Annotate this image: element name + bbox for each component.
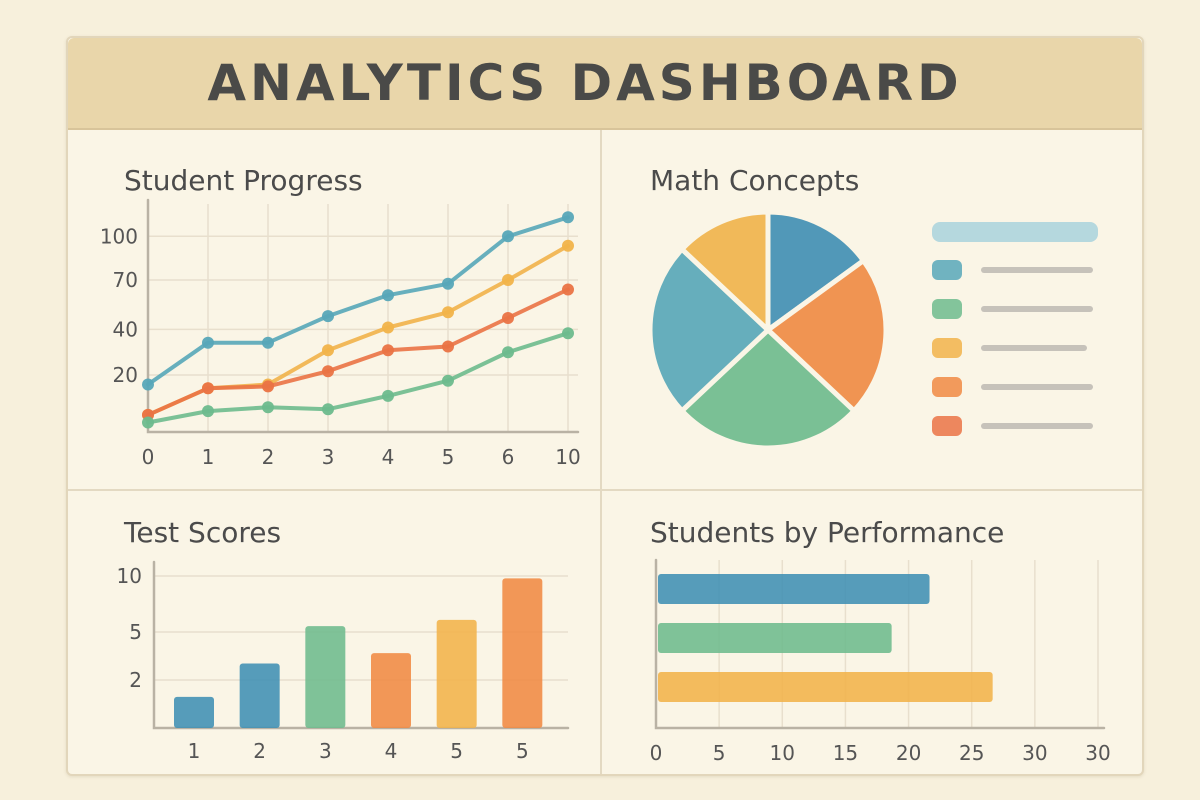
test-score-bar-3 <box>305 626 346 728</box>
progress-series-line-1 <box>146 215 570 387</box>
progress-series-1-point <box>262 336 274 349</box>
progress-series-1-point <box>442 277 454 290</box>
test-score-bar-2 <box>239 663 280 728</box>
test-scores-title: Test Scores <box>123 516 281 549</box>
dashboard-board: ANALYTICS DASHBOARD Student Progress 20 4… <box>66 36 1144 776</box>
performance-bar-3 <box>658 672 993 702</box>
progress-series-line-3 <box>146 287 570 417</box>
student-progress-title: Student Progress <box>124 164 363 197</box>
progress-series-2-point <box>382 321 394 334</box>
pie-slice-5 <box>679 209 771 333</box>
progress-series-1-point <box>202 336 214 349</box>
scores-axes <box>152 560 570 730</box>
progress-series-4-point <box>562 327 574 340</box>
dashboard-header: ANALYTICS DASHBOARD <box>68 38 1142 130</box>
progress-series-4-point <box>322 403 334 416</box>
progress-x-tick-label: 4 <box>382 445 395 469</box>
progress-series-4-point <box>442 374 454 387</box>
progress-x-tick-label: 3 <box>322 445 335 469</box>
progress-series-1-point <box>502 230 514 243</box>
progress-series-1-point <box>382 289 394 302</box>
progress-x-tick-label: 1 <box>202 445 215 469</box>
legend-swatch <box>932 416 962 436</box>
performance-x-tick-label: 30 <box>1085 741 1110 765</box>
progress-series-3-point <box>442 340 454 353</box>
scores-x-tick-label: 4 <box>385 739 398 763</box>
progress-series-4-point <box>502 346 514 359</box>
test-scores-chart: Test Scores 2 5 10 1 2 3 4 5 5 <box>117 516 570 763</box>
progress-series-4-point <box>142 416 154 429</box>
pie-slice-4 <box>647 246 771 414</box>
legend-header-bar <box>932 222 1098 242</box>
progress-series-1-point <box>562 211 574 224</box>
performance-x-tick-label: 0 <box>650 741 663 765</box>
progress-series-line-4 <box>146 331 570 425</box>
progress-series-3-point <box>382 344 394 357</box>
math-concepts-title: Math Concepts <box>650 164 859 197</box>
progress-y-tick-label: 100 <box>100 224 138 248</box>
pie-slice-3 <box>679 327 857 451</box>
progress-series-3-point <box>322 365 334 378</box>
performance-x-tick-label: 30 <box>1022 741 1047 765</box>
progress-x-tick-label: 2 <box>262 445 275 469</box>
progress-series-4-point <box>382 389 394 402</box>
test-score-bar-1 <box>174 696 214 728</box>
pie-slice-2 <box>765 258 889 414</box>
math-concepts-chart: Math Concepts <box>647 164 1098 451</box>
legend-swatch <box>932 377 962 397</box>
progress-series-2-point <box>322 344 334 357</box>
scores-x-tick-label: 1 <box>188 739 201 763</box>
progress-series-4-point <box>262 401 274 414</box>
performance-bar-2 <box>658 623 892 653</box>
progress-series-1-point <box>322 310 334 323</box>
progress-series-2-point <box>562 239 574 252</box>
progress-y-tick-label: 40 <box>113 317 138 341</box>
scores-y-tick-label: 5 <box>129 620 142 644</box>
scores-x-tick-label: 5 <box>450 739 463 763</box>
progress-x-tick-label: 10 <box>555 445 580 469</box>
performance-x-tick-label: 5 <box>713 741 726 765</box>
performance-x-tick-label: 20 <box>896 741 921 765</box>
performance-x-tick-label: 25 <box>959 741 984 765</box>
progress-axes <box>146 198 580 434</box>
legend-swatch <box>932 338 962 358</box>
students-by-performance-title: Students by Performance <box>650 516 1004 549</box>
progress-y-tick-label: 70 <box>113 268 138 292</box>
progress-y-tick-label: 20 <box>113 363 138 387</box>
progress-series-4-point <box>202 405 214 418</box>
scores-y-tick-label: 10 <box>117 564 142 588</box>
progress-series-2-point <box>502 274 514 286</box>
test-score-bar-6 <box>502 578 543 728</box>
legend-swatch <box>932 260 962 280</box>
performance-axes <box>654 558 1106 730</box>
progress-x-tick-label: 5 <box>442 445 455 469</box>
legend-swatch <box>932 299 962 319</box>
test-score-bar-4 <box>371 653 411 728</box>
scores-x-tick-label: 2 <box>253 739 266 763</box>
pie-slice-1 <box>765 209 866 333</box>
student-progress-chart: Student Progress 20 40 70 100 0 1 2 3 4 5 6 10 <box>100 164 581 469</box>
scores-x-tick-label: 3 <box>319 739 332 763</box>
progress-series-3-point <box>202 382 214 395</box>
panel-divider-vertical <box>600 130 602 774</box>
test-score-bar-5 <box>436 619 477 728</box>
scores-y-tick-label: 2 <box>129 668 142 692</box>
performance-x-tick-label: 15 <box>833 741 858 765</box>
progress-series-1-point <box>142 378 154 391</box>
students-by-performance-chart: Students by Performance 0 5 10 15 20 25 30 30 <box>650 516 1111 765</box>
panel-divider-horizontal <box>68 489 1142 491</box>
progress-series-2-point <box>442 306 454 319</box>
progress-x-tick-label: 0 <box>142 445 155 469</box>
dashboard-title: ANALYTICS DASHBOARD <box>207 54 963 112</box>
scores-x-tick-label: 5 <box>516 739 529 763</box>
progress-series-3-point <box>502 312 514 324</box>
progress-series-3-point <box>562 283 574 296</box>
performance-x-tick-label: 10 <box>770 741 795 765</box>
progress-x-tick-label: 6 <box>502 445 515 469</box>
performance-bar-1 <box>658 574 930 604</box>
progress-series-3-point <box>262 380 274 393</box>
